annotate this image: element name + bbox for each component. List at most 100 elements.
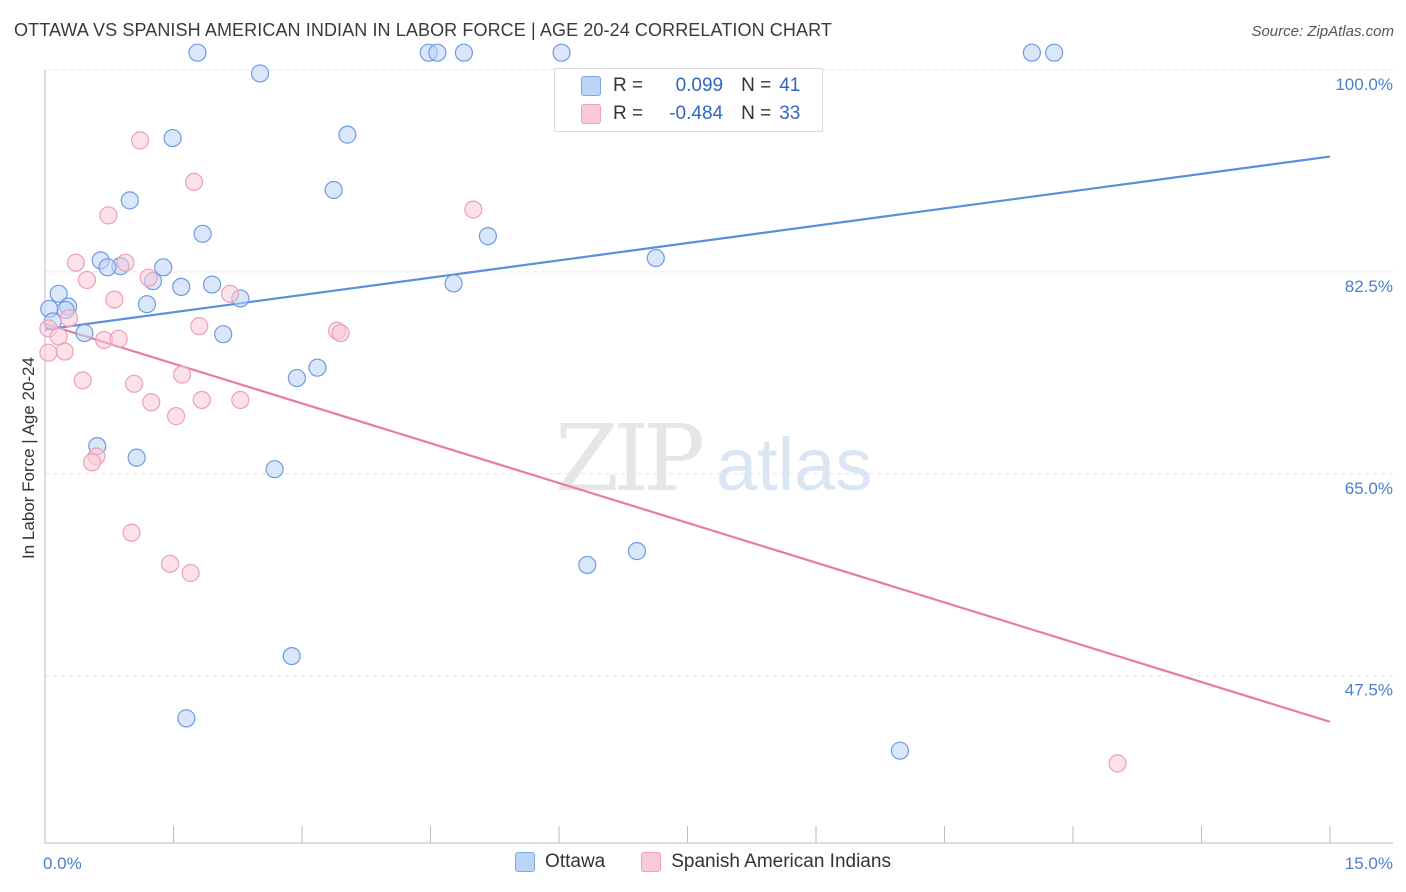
y-tick-label: 47.5% [1345, 681, 1393, 700]
point-ottawa [154, 258, 173, 277]
point-spanish-american-indians [55, 342, 74, 361]
legend-r-value: -0.484 [669, 103, 724, 124]
point-ottawa [172, 277, 191, 297]
trend-line-ottawa [44, 155, 1331, 331]
point-spanish-american-indians [166, 407, 186, 426]
data-points [39, 43, 1127, 773]
point-ottawa [214, 325, 233, 344]
point-spanish-american-indians [331, 323, 350, 343]
trend-line-spanish-american-indians [44, 322, 1331, 723]
point-spanish-american-indians [142, 393, 161, 412]
series-legend-ottawa[interactable]: Ottawa [515, 851, 605, 873]
point-spanish-american-indians [172, 365, 192, 384]
point-ottawa [120, 191, 139, 210]
point-ottawa [890, 741, 910, 760]
legend-n-value: 41 [779, 75, 801, 96]
watermark: ZIP atlas [555, 405, 872, 512]
point-ottawa [137, 295, 157, 314]
correlation-legend: R = 0.099 N = 41 R = -0.484 N = 33 [554, 68, 823, 132]
point-ottawa [428, 43, 447, 62]
point-ottawa [177, 709, 196, 728]
point-ottawa [49, 284, 68, 303]
point-spanish-american-indians [122, 523, 141, 542]
point-ottawa [338, 125, 357, 144]
point-spanish-american-indians [160, 554, 180, 573]
point-spanish-american-indians [99, 206, 118, 225]
series-label-ottawa: Ottawa [545, 851, 606, 872]
point-spanish-american-indians [66, 253, 85, 272]
point-ottawa [163, 128, 182, 148]
point-spanish-american-indians [105, 290, 124, 309]
legend-r-label: R = [613, 103, 644, 124]
point-spanish-american-indians [83, 453, 102, 472]
legend-n-label: N = [741, 103, 772, 124]
point-ottawa [287, 368, 306, 388]
legend-n-value: 33 [779, 103, 801, 124]
point-spanish-american-indians [192, 390, 211, 410]
point-ottawa [627, 542, 647, 561]
x-tick-label: 15.0% [1345, 854, 1393, 873]
point-spanish-american-indians [190, 317, 209, 336]
legend-n-label: N = [741, 75, 772, 96]
legend-swatch-ottawa [581, 76, 601, 96]
point-ottawa [1022, 43, 1041, 62]
legend-row-spanish-american-indians: R = -0.484 N = 33 [555, 100, 800, 128]
source-label: Source: ZipAtlas.com [1251, 23, 1394, 40]
point-spanish-american-indians [124, 374, 144, 393]
point-spanish-american-indians [464, 200, 483, 219]
series-legend: Ottawa Spanish American Indians [0, 851, 1406, 873]
point-ottawa [202, 275, 222, 294]
point-spanish-american-indians [181, 563, 200, 583]
point-spanish-american-indians [231, 390, 250, 410]
point-spanish-american-indians [59, 308, 79, 328]
point-ottawa [265, 460, 284, 479]
y-tick-label: 65.0% [1345, 479, 1393, 498]
legend-r-value: 0.099 [675, 75, 724, 96]
point-ottawa [444, 274, 463, 293]
y-axis-label: In Labor Force | Age 20-24 [19, 357, 38, 559]
point-ottawa [552, 43, 571, 62]
trend-lines [44, 155, 1331, 723]
point-ottawa [454, 43, 474, 62]
point-ottawa [1045, 43, 1064, 62]
point-ottawa [478, 227, 497, 246]
point-spanish-american-indians [139, 268, 158, 287]
y-tick-label: 100.0% [1335, 75, 1393, 94]
axis-labels: In Labor Force | Age 20-24 47.5% 65.0% 82.… [19, 75, 1393, 873]
point-ottawa [188, 43, 207, 62]
point-ottawa [75, 323, 94, 343]
series-swatch-ottawa [515, 852, 536, 872]
point-ottawa [308, 358, 327, 377]
point-spanish-american-indians [116, 253, 135, 272]
point-ottawa [282, 646, 301, 666]
point-ottawa [646, 248, 665, 268]
point-ottawa [193, 224, 212, 243]
point-spanish-american-indians [130, 131, 150, 150]
series-label-spanish-american-indians: Spanish American Indians [671, 851, 891, 872]
point-ottawa [578, 555, 597, 575]
watermark-atlas: atlas [716, 423, 872, 506]
series-legend-spanish-american-indians[interactable]: Spanish American Indians [641, 851, 891, 873]
x-tick-label: 0.0% [43, 854, 82, 873]
axes [44, 70, 1393, 844]
point-ottawa [98, 258, 117, 277]
watermark-zip: ZIP [555, 405, 702, 512]
point-spanish-american-indians [73, 371, 92, 390]
point-spanish-american-indians [1108, 754, 1127, 773]
point-ottawa [127, 448, 146, 467]
grid-lines [45, 69, 1393, 677]
point-spanish-american-indians [77, 270, 97, 290]
point-spanish-american-indians [184, 172, 204, 192]
point-spanish-american-indians [39, 343, 58, 362]
legend-row-ottawa: R = 0.099 N = 41 [555, 72, 800, 100]
chart-title: OTTAWA VS SPANISH AMERICAN INDIAN IN LAB… [14, 20, 832, 40]
point-ottawa [324, 180, 343, 200]
point-ottawa [250, 64, 270, 83]
legend-swatch-spanish-american-indians [581, 104, 601, 124]
point-spanish-american-indians [220, 284, 240, 303]
point-spanish-american-indians [109, 329, 128, 348]
legend-r-label: R = [613, 75, 644, 96]
y-tick-label: 82.5% [1345, 277, 1393, 296]
series-swatch-spanish-american-indians [641, 852, 662, 872]
